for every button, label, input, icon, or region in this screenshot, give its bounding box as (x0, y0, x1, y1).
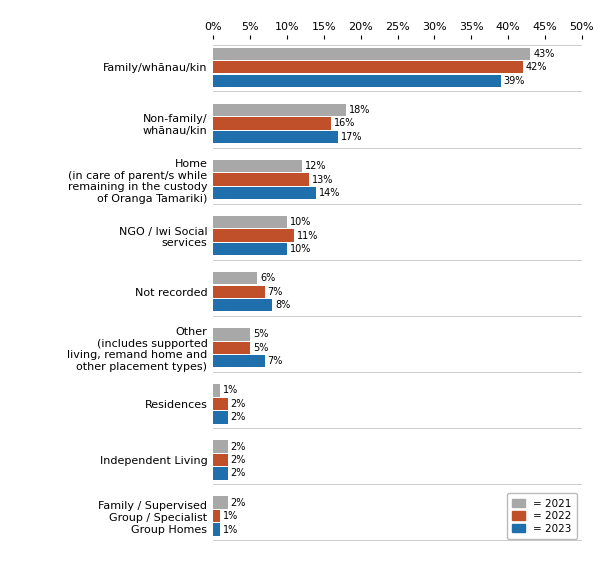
Bar (213, 440, 228, 453)
Text: 8%: 8% (275, 300, 290, 310)
Text: 2%: 2% (231, 412, 246, 422)
Text: 10%: 10% (290, 217, 311, 227)
Bar (213, 131, 338, 143)
Bar (213, 523, 220, 536)
Bar (213, 160, 302, 172)
Text: 1%: 1% (223, 525, 239, 535)
Text: 10%: 10% (290, 244, 311, 254)
Text: 2%: 2% (231, 498, 246, 508)
Bar (213, 104, 346, 116)
Text: 18%: 18% (349, 105, 370, 115)
Bar (213, 328, 250, 341)
Bar (213, 355, 265, 367)
Text: 11%: 11% (297, 231, 319, 241)
Bar (213, 384, 220, 397)
Text: 16%: 16% (334, 118, 355, 128)
Text: 14%: 14% (319, 188, 341, 198)
Bar (213, 411, 228, 424)
Text: 2%: 2% (231, 455, 246, 465)
Bar (213, 48, 530, 60)
Text: 39%: 39% (504, 76, 525, 86)
Text: 7%: 7% (268, 356, 283, 366)
Text: 2%: 2% (231, 468, 246, 479)
Text: 13%: 13% (312, 174, 333, 185)
Text: 5%: 5% (253, 329, 268, 339)
Bar (213, 75, 501, 87)
Bar (213, 454, 228, 466)
Bar (213, 272, 257, 284)
Bar (213, 187, 316, 199)
Bar (213, 342, 250, 354)
Bar (213, 216, 287, 228)
Text: 6%: 6% (260, 273, 275, 283)
Text: 7%: 7% (268, 287, 283, 297)
Text: 43%: 43% (533, 49, 554, 59)
Text: 1%: 1% (223, 511, 239, 521)
Bar (213, 467, 228, 480)
Text: 17%: 17% (341, 132, 363, 142)
Bar (213, 61, 523, 73)
Bar (213, 173, 309, 186)
Bar (213, 243, 287, 255)
Bar (213, 299, 272, 311)
Text: 1%: 1% (223, 385, 239, 396)
Bar (213, 510, 220, 522)
Bar (213, 229, 294, 242)
Text: 2%: 2% (231, 399, 246, 409)
Bar (213, 496, 228, 509)
Text: 5%: 5% (253, 343, 268, 353)
Bar (213, 286, 265, 298)
Text: 2%: 2% (231, 442, 246, 452)
Bar (213, 398, 228, 410)
Text: 42%: 42% (526, 62, 547, 72)
Bar (213, 117, 331, 130)
Text: 12%: 12% (305, 161, 326, 171)
Legend: = 2021, = 2022, = 2023: = 2021, = 2022, = 2023 (507, 493, 577, 539)
